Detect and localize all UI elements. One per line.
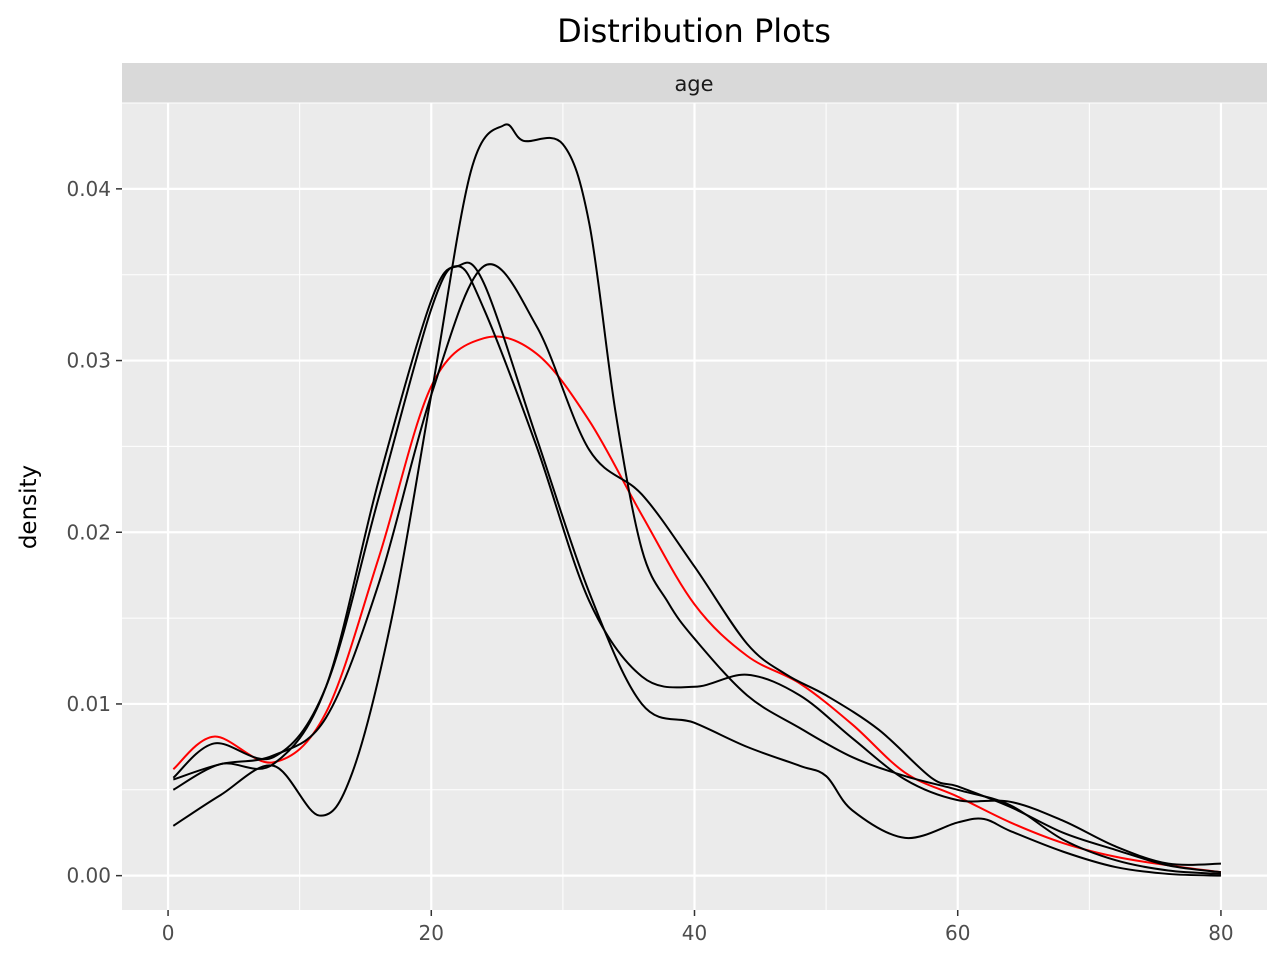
x-tick-label: 60	[945, 921, 970, 945]
x-tick-label: 0	[162, 921, 175, 945]
y-tick-label: 0.04	[66, 177, 111, 201]
y-tick-label: 0.03	[66, 349, 111, 373]
grid-lines	[122, 102, 1267, 910]
facet-strip-label: age	[674, 72, 713, 96]
density-curve-5	[172, 261, 1221, 877]
chart-title: Distribution Plots	[557, 12, 831, 50]
facet-strip-background	[122, 63, 1267, 103]
density-curve-2	[172, 123, 1222, 875]
y-tick-label: 0.01	[66, 692, 111, 716]
density-curve-1	[172, 335, 1222, 874]
y-tick-label: 0.02	[66, 520, 111, 544]
x-tick-label: 20	[419, 921, 444, 945]
density-curves	[172, 123, 1222, 877]
y-tick-label: 0.00	[66, 864, 111, 888]
density-curve-4	[173, 263, 1222, 874]
y-axis: 0.00 0.01 0.02 0.03 0.04	[66, 177, 122, 888]
x-tick-label: 40	[682, 921, 707, 945]
facet-strip: age	[122, 63, 1267, 103]
x-tick-label: 80	[1208, 921, 1233, 945]
y-axis-label: density	[16, 465, 42, 549]
x-axis: 0 20 40 60 80	[162, 910, 1234, 945]
